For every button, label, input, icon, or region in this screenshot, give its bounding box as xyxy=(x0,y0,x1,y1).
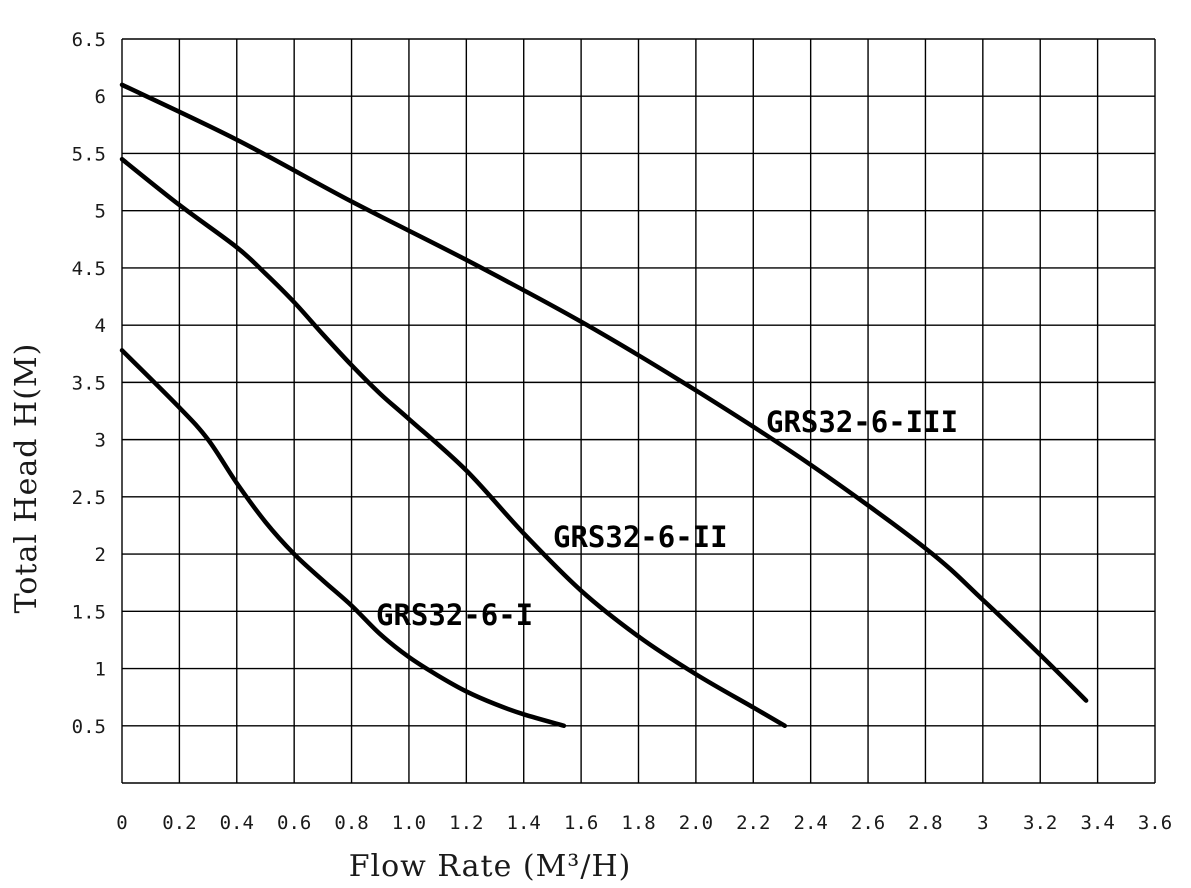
x-tick-label: 2.6 xyxy=(851,812,885,834)
y-tick-label: 0.5 xyxy=(72,716,106,738)
y-tick-label: 4 xyxy=(95,315,106,337)
y-axis-title: Total Head H(M) xyxy=(9,343,44,614)
x-tick-label: 0.8 xyxy=(334,812,368,834)
y-tick-label: 5 xyxy=(95,201,106,223)
curve-labels: GRS32-6-I GRS32-6-II GRS32-6-III xyxy=(376,405,958,632)
x-tick-label: 2.2 xyxy=(736,812,770,834)
y-tick-label: 6.5 xyxy=(72,29,106,51)
x-tick-label: 3.4 xyxy=(1080,812,1114,834)
y-tick-labels: 0.5 1 1.5 2 2.5 3 3.5 4 4.5 5 5.5 6 6.5 xyxy=(72,29,106,738)
grid xyxy=(121,38,1156,784)
x-tick-label: 1.8 xyxy=(621,812,655,834)
curve-grs32-6-iii xyxy=(119,82,1089,703)
x-tick-label: 1.2 xyxy=(449,812,483,834)
x-tick-label: 0.4 xyxy=(220,812,254,834)
y-tick-label: 3 xyxy=(95,430,106,452)
x-tick-label: 3.2 xyxy=(1023,812,1057,834)
x-tick-label: 0.2 xyxy=(162,812,196,834)
x-tick-label: 0 xyxy=(116,812,127,834)
y-tick-label: 6 xyxy=(95,86,106,108)
curves xyxy=(119,82,1089,729)
y-tick-label: 1.5 xyxy=(72,601,106,623)
x-tick-label: 1.4 xyxy=(507,812,541,834)
y-tick-label: 3.5 xyxy=(72,372,106,394)
x-tick-label: 1.6 xyxy=(564,812,598,834)
x-tick-label: 2.4 xyxy=(794,812,828,834)
curve-label: GRS32-6-I xyxy=(376,598,533,632)
x-tick-label: 2.0 xyxy=(679,812,713,834)
x-tick-label: 2.8 xyxy=(908,812,942,834)
y-tick-label: 2.5 xyxy=(72,487,106,509)
x-tick-label: 1.0 xyxy=(392,812,426,834)
x-axis-title: Flow Rate (M³/H) xyxy=(349,849,632,884)
y-tick-label: 1 xyxy=(95,659,106,681)
x-tick-label: 3.6 xyxy=(1138,812,1172,834)
x-tick-label: 3 xyxy=(977,812,988,834)
y-tick-label: 5.5 xyxy=(72,143,106,165)
y-tick-label: 4.5 xyxy=(72,258,106,280)
x-tick-labels: 0 0.2 0.4 0.6 0.8 1.0 1.2 1.4 1.6 1.8 2.0 2.2 2.4 2.6… xyxy=(116,812,1172,834)
y-tick-label: 2 xyxy=(95,544,106,566)
curve-grs32-6-i xyxy=(119,348,567,729)
curve-label: GRS32-6-II xyxy=(553,520,728,554)
curve-grs32-6-ii xyxy=(119,156,788,729)
curve-label: GRS32-6-III xyxy=(766,405,958,439)
x-tick-label: 0.6 xyxy=(277,812,311,834)
